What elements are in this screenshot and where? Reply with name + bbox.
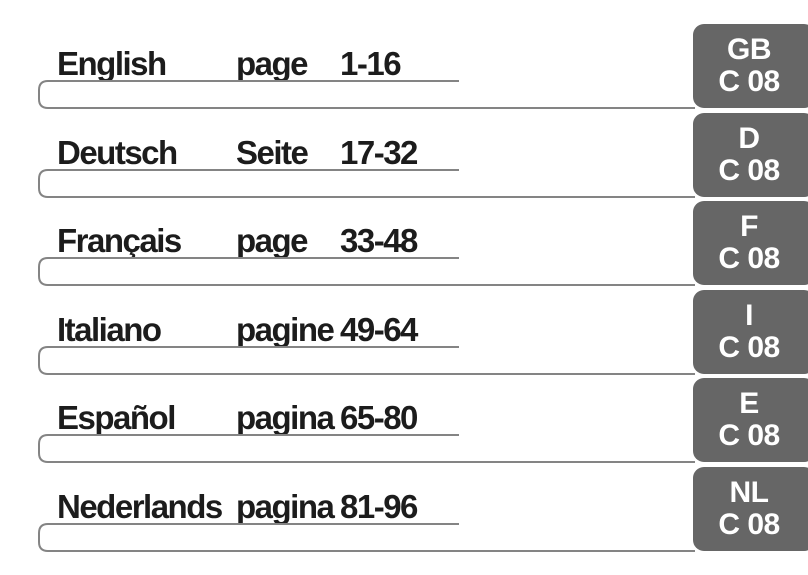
row-outline bbox=[38, 523, 695, 552]
language-tab-f: F C 08 bbox=[693, 201, 808, 285]
row-outline bbox=[38, 434, 695, 463]
tab-edition: C 08 bbox=[718, 331, 780, 364]
language-row: Français page 33-48 bbox=[57, 222, 418, 259]
tab-edition: C 08 bbox=[718, 508, 780, 541]
row-outline bbox=[38, 169, 695, 198]
page-word: page bbox=[236, 222, 309, 259]
language-name: Français bbox=[57, 222, 182, 259]
tab-code: GB bbox=[727, 33, 772, 66]
tab-edition: C 08 bbox=[718, 242, 780, 275]
language-name: Italiano bbox=[57, 311, 162, 348]
row-outline bbox=[38, 257, 695, 286]
row-outline bbox=[38, 80, 695, 109]
language-name: Nederlands bbox=[57, 488, 223, 525]
tab-edition: C 08 bbox=[718, 65, 780, 98]
page-range: 17-32 bbox=[340, 134, 418, 171]
language-row: Nederlands pagina 81-96 bbox=[57, 488, 418, 525]
page-word: pagina bbox=[236, 399, 335, 436]
language-row: Italiano pagine 49-64 bbox=[57, 311, 418, 348]
page-word: pagine bbox=[236, 311, 335, 348]
language-tab-e: E C 08 bbox=[693, 378, 808, 462]
tab-code: I bbox=[745, 299, 753, 332]
tab-code: NL bbox=[729, 476, 770, 509]
tab-code: D bbox=[738, 122, 760, 155]
tab-code: E bbox=[739, 387, 759, 420]
language-row: Deutsch Seite 17-32 bbox=[57, 134, 418, 171]
page-range: 81-96 bbox=[340, 488, 418, 525]
tab-edition: C 08 bbox=[718, 154, 780, 187]
page-range: 1-16 bbox=[340, 45, 402, 82]
row-outline bbox=[38, 346, 695, 375]
language-tab-d: D C 08 bbox=[693, 113, 808, 197]
page-range: 33-48 bbox=[340, 222, 418, 259]
language-tab-gb: GB C 08 bbox=[693, 24, 808, 108]
page-range: 49-64 bbox=[340, 311, 418, 348]
language-name: English bbox=[57, 45, 167, 82]
page-word: page bbox=[236, 45, 309, 82]
language-tab-nl: NL C 08 bbox=[693, 467, 808, 551]
page-range: 65-80 bbox=[340, 399, 418, 436]
tab-edition: C 08 bbox=[718, 419, 780, 452]
language-row: English page 1-16 bbox=[57, 45, 402, 82]
page-word: pagina bbox=[236, 488, 335, 525]
tab-code: F bbox=[740, 210, 758, 243]
language-row: Español pagina 65-80 bbox=[57, 399, 418, 436]
page-word: Seite bbox=[236, 134, 309, 171]
language-name: Deutsch bbox=[57, 134, 178, 171]
language-tab-i: I C 08 bbox=[693, 290, 808, 374]
language-name: Español bbox=[57, 399, 176, 436]
